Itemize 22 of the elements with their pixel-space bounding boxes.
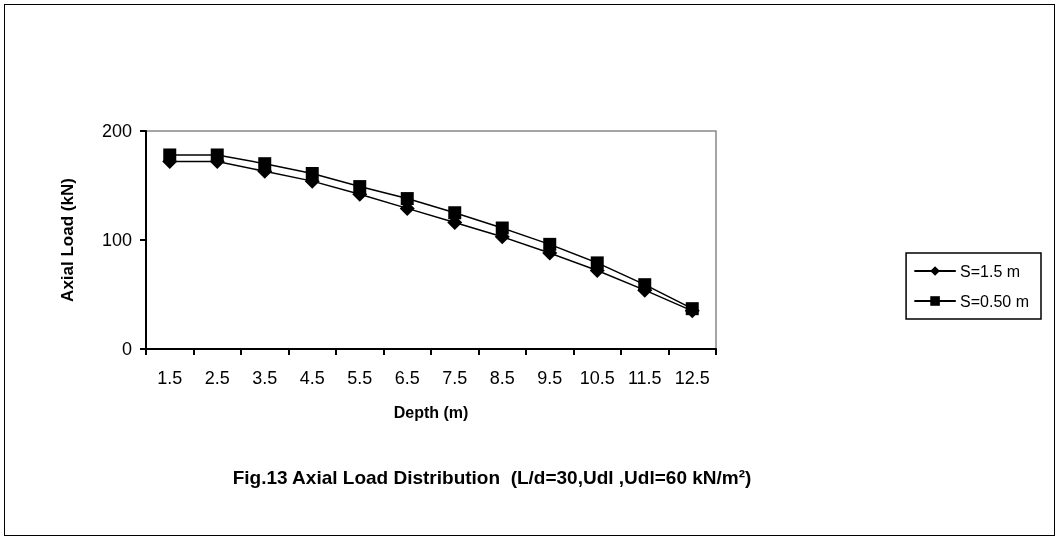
x-tick-label: 12.5	[674, 368, 710, 388]
y-axis-title: Axial Load (kN)	[58, 178, 77, 302]
x-tick-label: 5.5	[347, 368, 373, 388]
x-tick-label: 4.5	[299, 368, 325, 388]
y-tick-label: 0	[121, 339, 132, 359]
y-tick-label: 100	[101, 230, 132, 250]
x-tick-label: 7.5	[442, 368, 468, 388]
x-tick-label: 3.5	[252, 368, 278, 388]
y-tick-label: 200	[101, 121, 132, 141]
x-tick-label: 9.5	[537, 368, 563, 388]
x-tick-label: 6.5	[394, 368, 420, 388]
x-tick-label: 8.5	[489, 368, 515, 388]
x-tick-label: 1.5	[157, 368, 183, 388]
legend-label: S=0.50 m	[960, 292, 1030, 310]
x-tick-label: 2.5	[204, 368, 230, 388]
x-tick-label: 10.5	[579, 368, 615, 388]
text: Fig.13 Axial Load Distribution (L/d=30,Udl ,Udl=60 kN/m²)	[232, 467, 752, 488]
point	[448, 206, 462, 220]
point	[400, 192, 414, 206]
x-tick-label: 11.5	[627, 368, 662, 388]
legend-label: S=1.5 m	[960, 262, 1021, 280]
x-axis-title: Depth (m)	[393, 403, 469, 421]
